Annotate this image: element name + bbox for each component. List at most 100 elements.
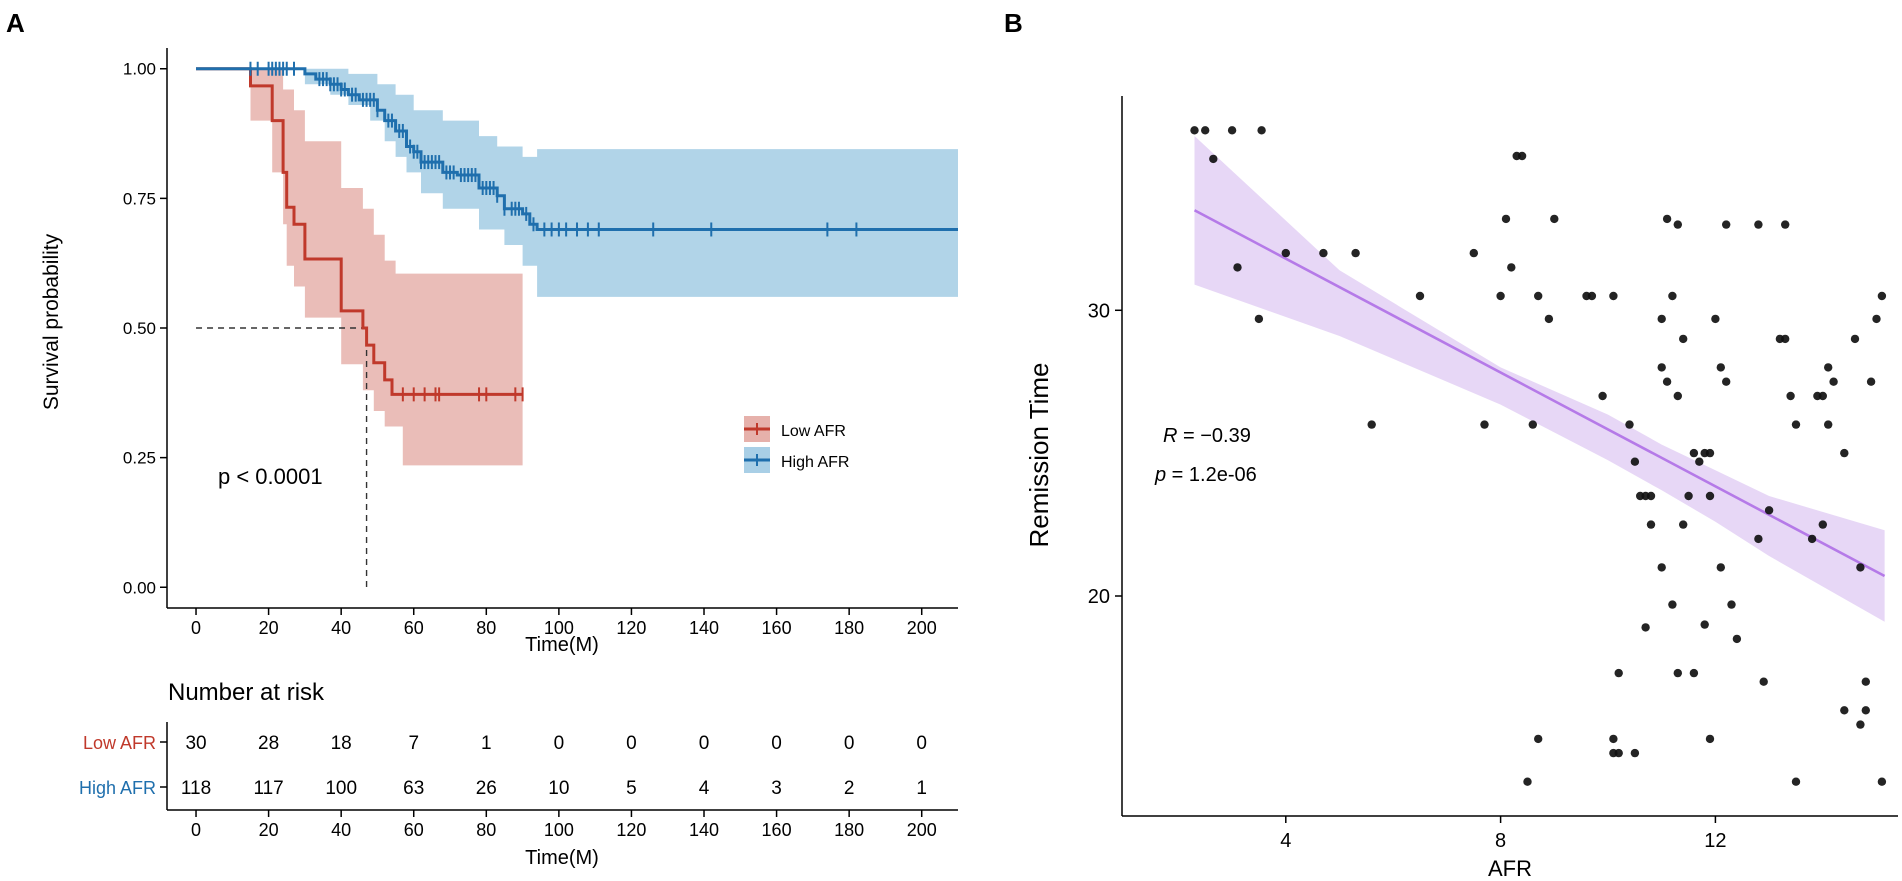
p-symbol: p bbox=[1154, 464, 1166, 486]
scatter-fit bbox=[1193, 209, 1886, 578]
scatter-point bbox=[1657, 363, 1666, 372]
risk-cell: 0 bbox=[844, 733, 855, 754]
scatter-point bbox=[1716, 563, 1726, 572]
risk-x-tick-label: 80 bbox=[476, 820, 496, 840]
scatter-point bbox=[1754, 534, 1763, 544]
scatter-point bbox=[1840, 448, 1849, 458]
risk-cell: 3 bbox=[771, 778, 782, 799]
scatter-point bbox=[1861, 677, 1871, 686]
scatter-point bbox=[1227, 126, 1237, 135]
risk-row-label: Low AFR bbox=[83, 733, 156, 753]
scatter-point bbox=[1550, 214, 1559, 224]
legend-entry-high-afr: High AFR bbox=[744, 447, 849, 473]
scatter-point bbox=[1689, 448, 1699, 458]
scatter-fit-line bbox=[1193, 209, 1886, 578]
scatter-point bbox=[1657, 563, 1666, 572]
scatter-point bbox=[1829, 377, 1838, 386]
panel-b-label: B bbox=[1004, 8, 1023, 38]
risk-cell: 117 bbox=[253, 778, 283, 799]
km-x-tick-label: 60 bbox=[404, 618, 424, 638]
legend-label-high-afr: High AFR bbox=[781, 454, 849, 471]
km-x-tick-label: 140 bbox=[689, 618, 719, 638]
risk-cell: 0 bbox=[626, 733, 637, 754]
scatter-point bbox=[1759, 677, 1768, 686]
km-x-axis-title: Time(M) bbox=[525, 634, 599, 656]
risk-cell: 10 bbox=[548, 778, 569, 799]
scatter-point bbox=[1415, 291, 1425, 301]
scatter-point bbox=[1657, 314, 1666, 324]
km-y-ticks: 0.00 0.25 0.50 0.75 1.00 bbox=[123, 60, 167, 597]
r-value: = −0.39 bbox=[1177, 425, 1250, 447]
scatter-point bbox=[1679, 520, 1688, 529]
scatter-point bbox=[1877, 777, 1887, 786]
scatter-point bbox=[1209, 154, 1218, 164]
scatter-x-tick-label: 8 bbox=[1495, 830, 1506, 852]
km-y-tick-label: 0.50 bbox=[123, 319, 156, 338]
km-x-tick-label: 100 bbox=[544, 618, 574, 638]
risk-row-labels: Low AFR High AFR bbox=[79, 733, 167, 798]
scatter-point bbox=[1877, 291, 1887, 301]
km-x-ticks: 0 20 40 60 80 100 120 140 160 180 200 bbox=[191, 608, 937, 638]
scatter-point bbox=[1711, 314, 1720, 324]
scatter-point bbox=[1523, 777, 1532, 786]
legend-entry-low-afr: Low AFR bbox=[744, 416, 846, 442]
scatter-x-axis-title: AFR bbox=[1488, 856, 1532, 881]
scatter-point bbox=[1517, 151, 1527, 161]
scatter-point bbox=[1689, 668, 1699, 678]
scatter-point bbox=[1850, 334, 1860, 344]
scatter-point bbox=[1673, 668, 1683, 678]
km-x-tick-label: 180 bbox=[834, 618, 864, 638]
risk-x-tick-label: 120 bbox=[616, 820, 646, 840]
scatter-point bbox=[1840, 706, 1849, 715]
km-plot: 0.00 0.25 0.50 0.75 1.00 0 20 40 60 80 100 120 140 1… bbox=[40, 48, 958, 656]
km-y-axis-title: Survival probability bbox=[40, 233, 63, 410]
risk-cell: 18 bbox=[331, 733, 352, 754]
risk-x-tick-label: 140 bbox=[689, 820, 719, 840]
km-x-tick-label: 120 bbox=[616, 618, 646, 638]
scatter-point bbox=[1496, 291, 1505, 301]
risk-cell: 7 bbox=[408, 733, 419, 754]
scatter-point bbox=[1507, 263, 1516, 272]
scatter-point bbox=[1668, 600, 1677, 609]
scatter-point bbox=[1705, 491, 1715, 501]
risk-cell: 1 bbox=[916, 778, 927, 799]
km-p-value: p < 0.0001 bbox=[218, 464, 323, 489]
panel-a: A 0.000.250.500.751.00 0 20 40 60 80 100 120 14… bbox=[6, 8, 958, 869]
scatter-point bbox=[1201, 126, 1210, 135]
scatter-point bbox=[1609, 734, 1618, 744]
scatter-point bbox=[1705, 448, 1715, 458]
km-x-tick-label: 200 bbox=[907, 618, 937, 638]
risk-x-tick-label: 60 bbox=[404, 820, 424, 840]
scatter-point bbox=[1587, 291, 1597, 301]
scatter-point bbox=[1281, 248, 1291, 258]
scatter-point bbox=[1866, 377, 1876, 386]
risk-cell: 0 bbox=[699, 733, 710, 754]
km-y-tick-label: 0.00 bbox=[123, 578, 156, 597]
risk-cell: 30 bbox=[185, 733, 206, 754]
scatter-points bbox=[1190, 126, 1887, 786]
scatter-point bbox=[1544, 314, 1554, 324]
scatter-point bbox=[1614, 748, 1623, 758]
km-y-tick-label: 0.25 bbox=[123, 449, 156, 468]
km-curve-low-afr bbox=[196, 67, 523, 396]
risk-x-axis-title: Time(M) bbox=[525, 847, 599, 869]
scatter-point bbox=[1534, 734, 1543, 744]
km-y-tick-label: 1.00 bbox=[123, 60, 156, 79]
km-x-tick-label: 80 bbox=[476, 618, 496, 638]
scatter-point bbox=[1534, 291, 1543, 301]
km-band-high-afr bbox=[196, 68, 958, 297]
risk-x-tick-label: 100 bbox=[544, 820, 574, 840]
scatter-point bbox=[1673, 220, 1683, 229]
scatter-point bbox=[1818, 391, 1828, 401]
scatter-point bbox=[1254, 314, 1264, 324]
scatter-point bbox=[1646, 491, 1656, 501]
scatter-point bbox=[1791, 777, 1801, 786]
risk-cell: 63 bbox=[403, 778, 424, 799]
scatter-point bbox=[1781, 220, 1790, 229]
risk-cell: 0 bbox=[554, 733, 565, 754]
risk-x-tick-label: 160 bbox=[762, 820, 792, 840]
scatter-point bbox=[1824, 420, 1833, 429]
scatter-r-annotation: R = −0.39 bbox=[1163, 425, 1251, 447]
